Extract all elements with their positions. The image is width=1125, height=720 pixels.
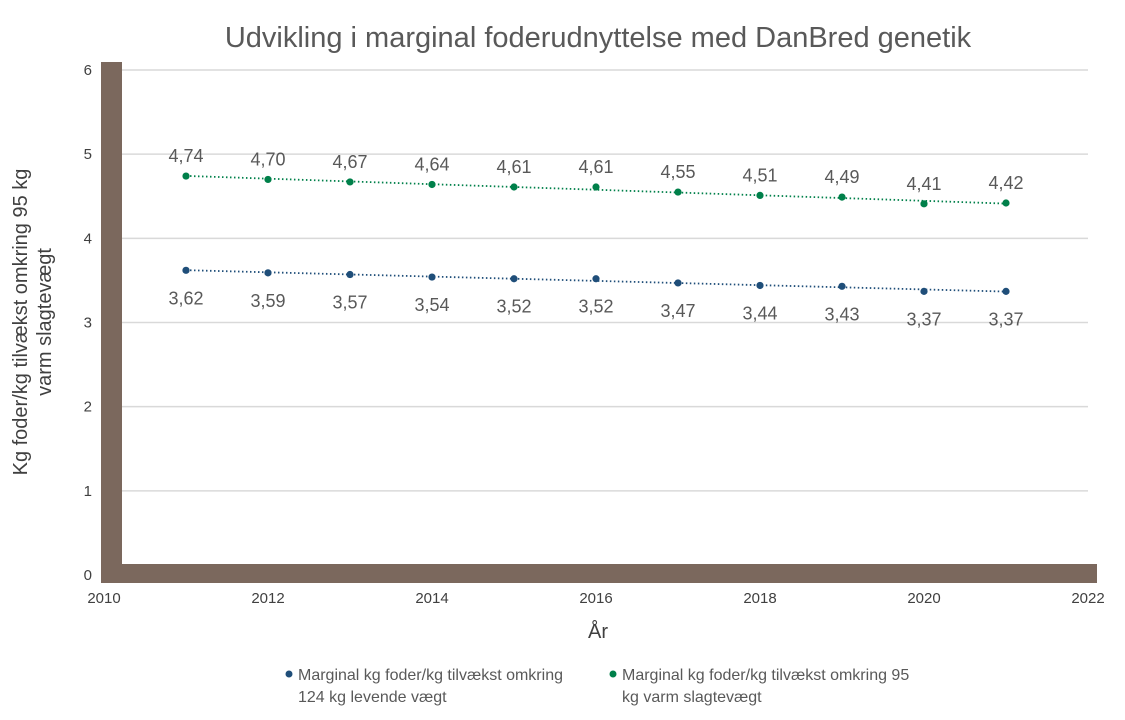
data-point[interactable] — [428, 273, 436, 281]
data-point[interactable] — [920, 200, 928, 208]
data-point[interactable] — [592, 183, 600, 191]
data-label: 3,37 — [906, 309, 941, 329]
legend-item-series-2[interactable]: Marginal kg foder/kg tilvækst omkring 95… — [609, 667, 910, 706]
data-point[interactable] — [264, 269, 272, 277]
data-label: 4,51 — [742, 165, 777, 185]
legend-marker-series-2 — [609, 670, 617, 678]
legend-marker-series-1 — [285, 670, 293, 678]
data-point[interactable] — [592, 275, 600, 283]
x-axis-ticks: 2010 2012 2014 2016 2018 2020 2022 — [87, 590, 1104, 607]
data-point[interactable] — [674, 188, 682, 196]
data-label: 4,74 — [168, 146, 203, 166]
y-axis-title: Kg foder/kg tilvækst omkring 95 kg varm … — [10, 169, 56, 476]
data-point[interactable] — [920, 287, 928, 295]
data-point[interactable] — [838, 282, 846, 290]
legend-item-series-1[interactable]: Marginal kg foder/kg tilvækst omkring 12… — [285, 667, 563, 706]
legend-label-series-2-line-1: Marginal kg foder/kg tilvækst omkring 95 — [622, 667, 909, 684]
data-label: 3,47 — [660, 301, 695, 321]
y-tick-label: 0 — [84, 567, 92, 584]
data-point[interactable] — [182, 266, 190, 274]
x-tick-label: 2020 — [907, 590, 940, 607]
x-tick-label: 2012 — [251, 590, 284, 607]
series-1: 3,62 3,59 3,57 3,54 3,52 3,52 3,47 3,44 3,43 3,37… — [168, 266, 1024, 329]
legend-label-series-1-line-1: Marginal kg foder/kg tilvækst omkring — [298, 667, 563, 684]
x-tick-label: 2018 — [743, 590, 776, 607]
data-point[interactable] — [1002, 199, 1010, 207]
data-label: 3,57 — [332, 293, 367, 313]
data-label: 4,61 — [496, 157, 531, 177]
data-label: 4,61 — [578, 157, 613, 177]
data-point[interactable] — [428, 180, 436, 189]
grid-lines — [122, 69, 1088, 492]
y-axis-ticks: 0 1 2 3 4 5 6 — [84, 62, 92, 584]
legend-label-series-2-line-2: kg varm slagtevægt — [622, 689, 762, 706]
data-label: 4,67 — [332, 152, 367, 172]
data-point[interactable] — [510, 275, 518, 283]
data-point[interactable] — [1002, 287, 1010, 295]
data-label: 4,55 — [660, 162, 695, 182]
data-point[interactable] — [182, 172, 190, 180]
y-axis-title-line-1: Kg foder/kg tilvækst omkring 95 kg — [10, 169, 32, 476]
y-tick-label: 2 — [84, 399, 92, 416]
data-label: 4,42 — [988, 173, 1023, 193]
data-label: 3,54 — [414, 295, 449, 315]
chart-wall — [101, 62, 1097, 583]
data-point[interactable] — [756, 281, 764, 290]
data-point[interactable] — [510, 183, 518, 191]
chart-title: Udvikling i marginal foderudnyttelse med… — [225, 22, 972, 54]
x-tick-label: 2014 — [415, 590, 448, 607]
trendline-series-1 — [185, 269, 1007, 293]
data-label: 4,64 — [414, 154, 449, 174]
data-point[interactable] — [756, 191, 764, 200]
data-point[interactable] — [838, 193, 846, 201]
data-label: 4,49 — [824, 167, 859, 187]
legend-label-series-1-line-2: 124 kg levende vægt — [298, 689, 447, 706]
data-point[interactable] — [346, 178, 354, 186]
trendline-series-2 — [185, 174, 1007, 205]
x-tick-label: 2022 — [1071, 590, 1104, 607]
x-axis-title: År — [588, 620, 608, 643]
back-wall — [101, 62, 122, 583]
data-label: 4,70 — [250, 149, 285, 169]
data-point[interactable] — [674, 279, 682, 287]
y-tick-label: 4 — [84, 230, 92, 247]
data-label: 3,62 — [168, 288, 203, 308]
data-label: 4,41 — [906, 174, 941, 194]
y-tick-label: 6 — [84, 62, 92, 79]
data-label: 3,37 — [988, 309, 1023, 329]
series-2: 4,74 4,70 4,67 4,64 4,61 4,61 4,55 4,51 4,49 4,41… — [168, 146, 1024, 208]
legend: Marginal kg foder/kg tilvækst omkring 12… — [285, 667, 910, 706]
x-tick-label: 2010 — [87, 590, 120, 607]
data-label: 3,43 — [824, 304, 859, 324]
data-label: 3,59 — [250, 291, 285, 311]
floor — [101, 564, 1097, 583]
y-tick-label: 3 — [84, 315, 92, 332]
data-label: 3,44 — [742, 303, 777, 323]
y-tick-label: 5 — [84, 146, 92, 163]
data-point[interactable] — [264, 175, 272, 184]
series-layer: 3,62 3,59 3,57 3,54 3,52 3,52 3,47 3,44 3,43 3,37… — [168, 146, 1023, 329]
data-label: 3,52 — [496, 297, 531, 317]
y-tick-label: 1 — [84, 483, 92, 500]
data-label: 3,52 — [578, 297, 613, 317]
data-point[interactable] — [346, 270, 354, 279]
y-axis-title-line-2: varm slagtevægt — [34, 248, 56, 396]
x-tick-label: 2016 — [579, 590, 612, 607]
